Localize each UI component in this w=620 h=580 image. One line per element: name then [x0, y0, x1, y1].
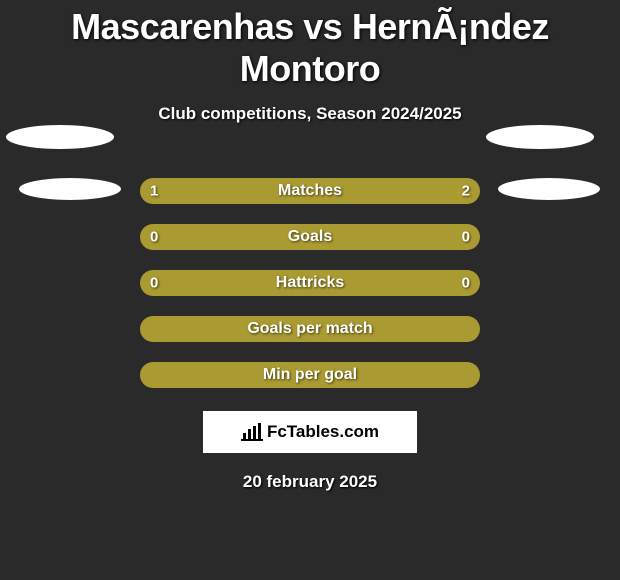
stat-row: Goals 0 0 [0, 214, 620, 260]
stat-row: Goals per match [0, 306, 620, 352]
player-marker-ellipse [19, 178, 121, 200]
stat-value-left: 0 [150, 229, 158, 246]
page-subtitle: Club competitions, Season 2024/2025 [158, 104, 461, 124]
chart-bars-icon [241, 423, 263, 441]
stat-bar-left [140, 224, 310, 250]
date-line: 20 february 2025 [243, 472, 377, 492]
stat-value-right: 0 [462, 275, 470, 292]
stat-bar: Min per goal [140, 362, 480, 388]
stats-block: Matches 1 2 Goals 0 0 Hattricks 0 0 Goals per mat… [0, 168, 620, 398]
stat-bar: Hattricks 0 0 [140, 270, 480, 296]
stat-row: Min per goal [0, 352, 620, 398]
stat-bar: Goals per match [140, 316, 480, 342]
player-marker-ellipse [498, 178, 600, 200]
stat-label: Hattricks [276, 274, 344, 292]
stat-bar-right [310, 224, 480, 250]
stat-bar: Matches 1 2 [140, 178, 480, 204]
logo-text: FcTables.com [267, 422, 379, 442]
stat-label: Min per goal [263, 366, 357, 384]
stat-bar: Goals 0 0 [140, 224, 480, 250]
stat-value-right: 0 [462, 229, 470, 246]
stat-row: Hattricks 0 0 [0, 260, 620, 306]
stat-label: Goals per match [247, 320, 372, 338]
stat-value-right: 2 [462, 183, 470, 200]
stat-label: Goals [288, 228, 332, 246]
page-title: Mascarenhas vs HernÃ¡ndez Montoro [0, 6, 620, 90]
stat-value-left: 0 [150, 275, 158, 292]
player-marker-ellipse [6, 125, 114, 149]
player-marker-ellipse [486, 125, 594, 149]
stat-value-left: 1 [150, 183, 158, 200]
stat-label: Matches [278, 182, 342, 200]
logo-box: FcTables.com [202, 410, 418, 454]
